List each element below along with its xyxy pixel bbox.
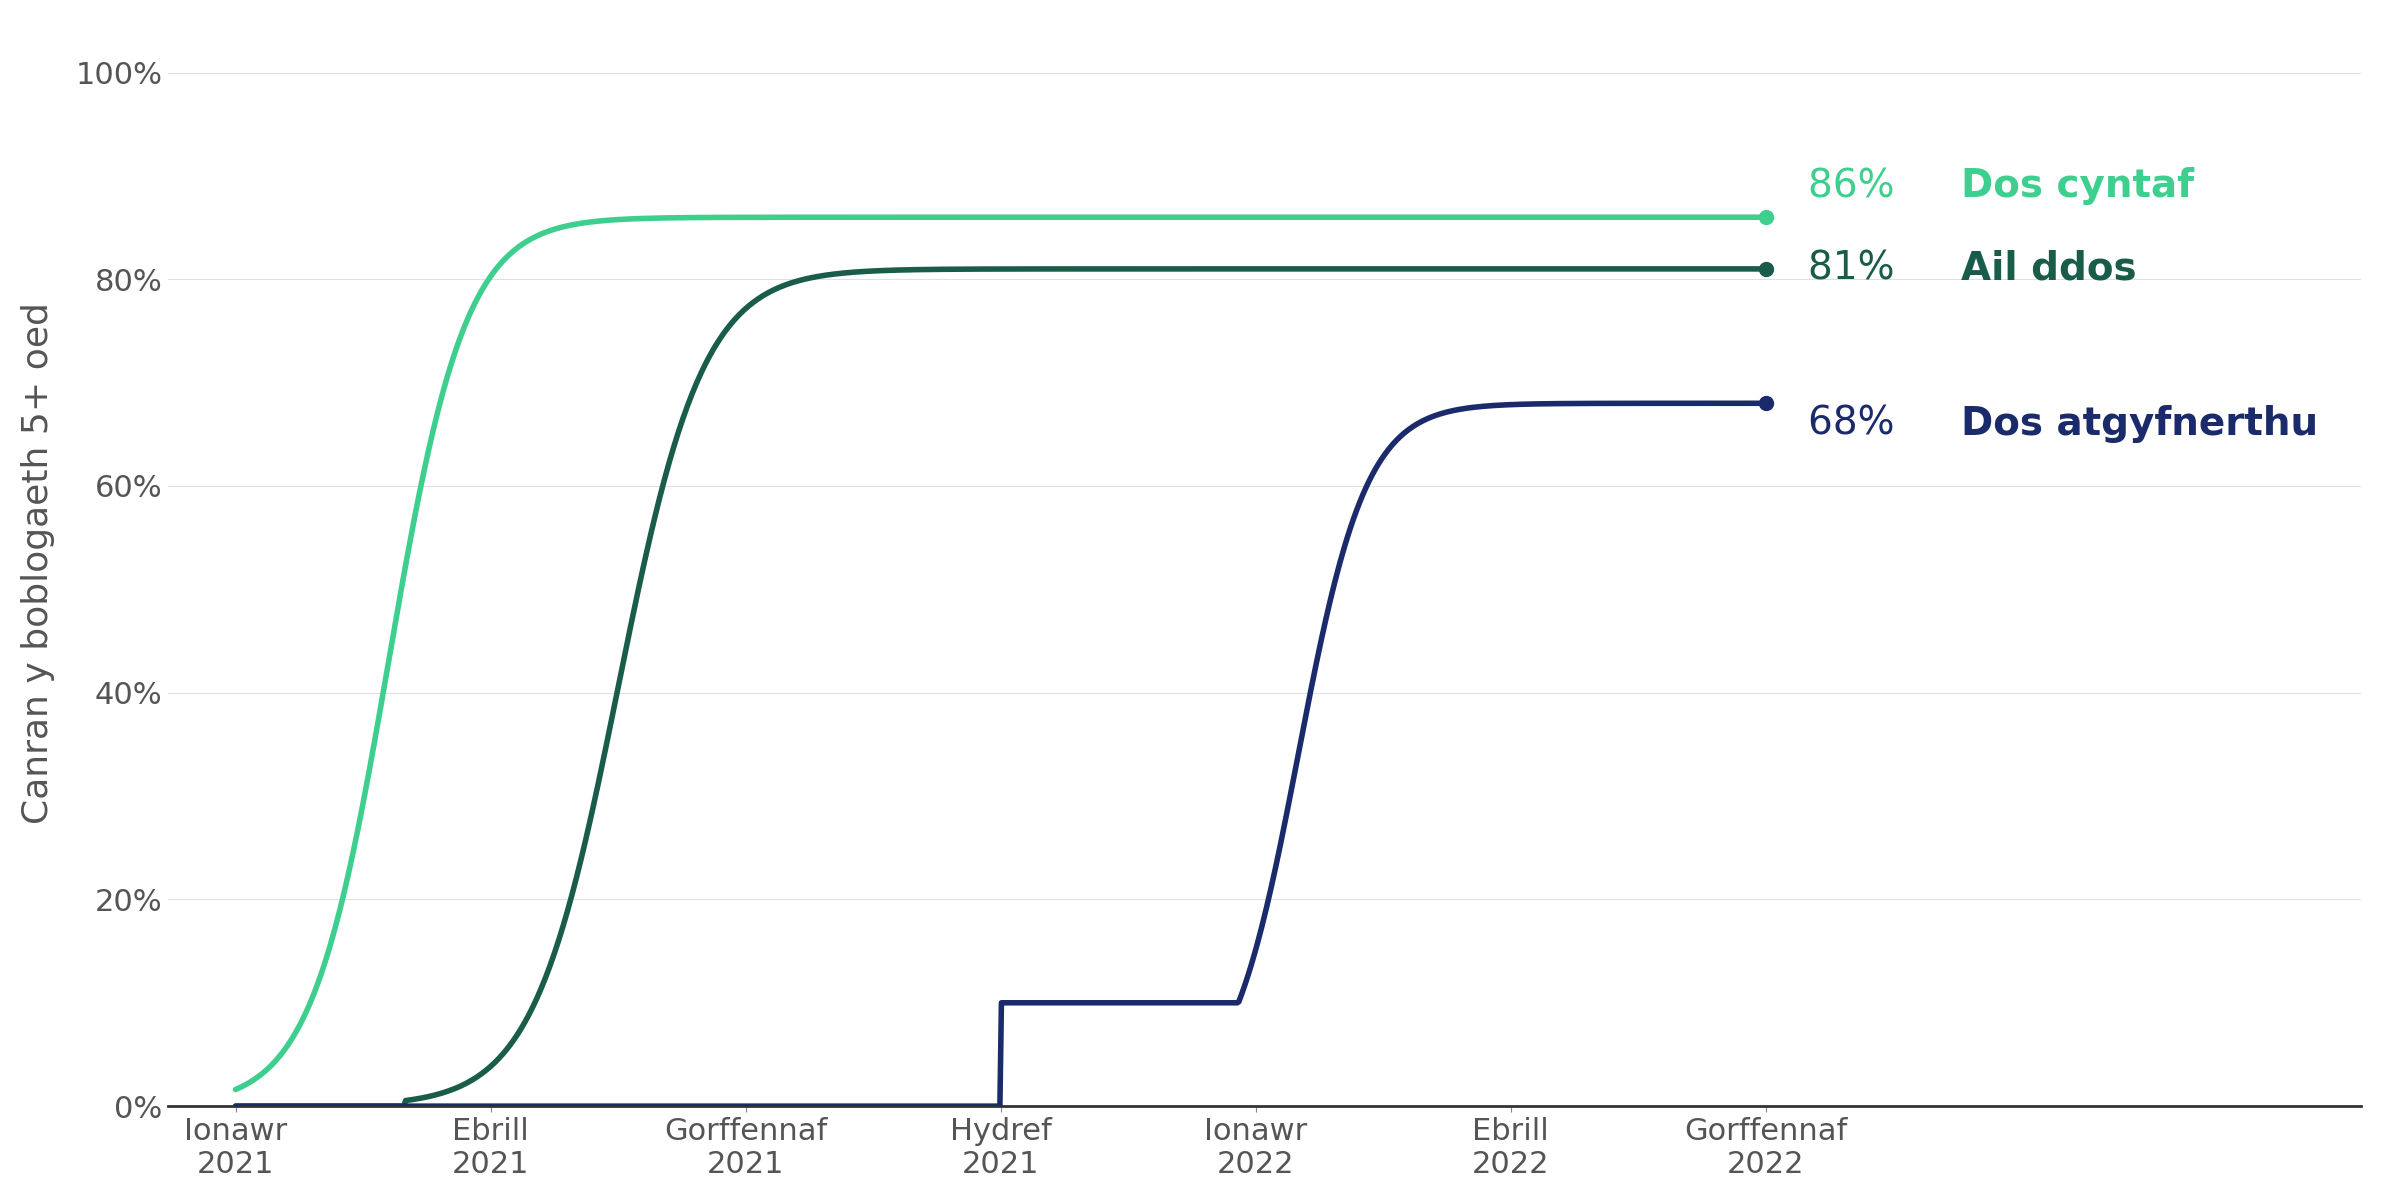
Y-axis label: Canran y boblogaeth 5+ oed: Canran y boblogaeth 5+ oed (22, 302, 55, 824)
Text: 68%: 68% (1807, 404, 1908, 443)
Text: 86%: 86% (1807, 167, 1908, 205)
Text: Dos atgyfnerthu: Dos atgyfnerthu (1961, 404, 2318, 443)
Text: Ail ddos: Ail ddos (1961, 250, 2136, 288)
Text: 81%: 81% (1807, 250, 1920, 288)
Text: Dos cyntaf: Dos cyntaf (1961, 167, 2194, 205)
